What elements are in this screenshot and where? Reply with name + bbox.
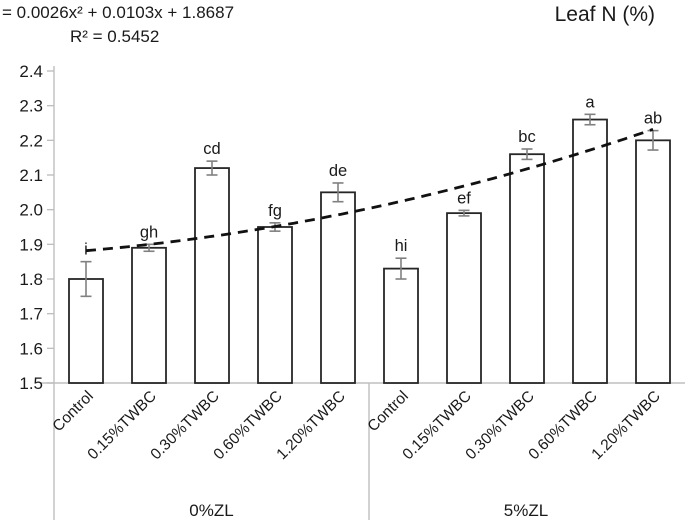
significance-letter: bc — [518, 128, 535, 146]
bar — [320, 191, 356, 384]
significance-letter: ab — [644, 110, 662, 128]
significance-letter: a — [585, 93, 595, 111]
x-axis-category-label: Control — [364, 388, 411, 435]
y-axis-tick-label: 1.8 — [19, 270, 43, 289]
bar — [572, 118, 608, 384]
bar — [383, 267, 419, 384]
bar — [446, 212, 482, 384]
chart-title: Leaf N (%) — [554, 3, 655, 26]
y-axis-tick-label: 1.6 — [19, 339, 43, 358]
y-axis-tick-label: 2.1 — [19, 166, 43, 185]
bar — [509, 153, 545, 384]
trendline-dashed-curve — [85, 127, 654, 253]
y-axis-tick-label: 1.7 — [19, 305, 43, 324]
bar — [257, 226, 293, 384]
bar — [194, 167, 230, 384]
y-axis-tick-label: 1.5 — [19, 374, 43, 393]
y-axis-tick-label: 2.4 — [19, 62, 43, 81]
x-axis-category-label: Control — [49, 388, 96, 435]
significance-letter: cd — [203, 140, 220, 158]
trendline-r-squared: R² = 0.5452 — [70, 27, 160, 46]
significance-letter: de — [329, 162, 347, 180]
x-axis-group-label: 5%ZL — [504, 501, 548, 520]
y-axis-tick-label: 2.3 — [19, 97, 43, 116]
significance-letter: hi — [395, 237, 408, 255]
bar — [131, 246, 167, 384]
significance-letter: fg — [268, 202, 282, 220]
x-axis-group-label: 0%ZL — [189, 501, 233, 520]
y-axis-tick-label: 1.9 — [19, 235, 43, 254]
significance-letter: ef — [457, 189, 471, 207]
y-axis-tick-label: 2.0 — [19, 201, 43, 220]
significance-letter: gh — [140, 223, 158, 241]
bar — [635, 139, 671, 384]
trendline-equation: = 0.0026x² + 0.0103x + 1.8687 — [2, 3, 235, 22]
y-axis-tick-label: 2.2 — [19, 131, 43, 150]
